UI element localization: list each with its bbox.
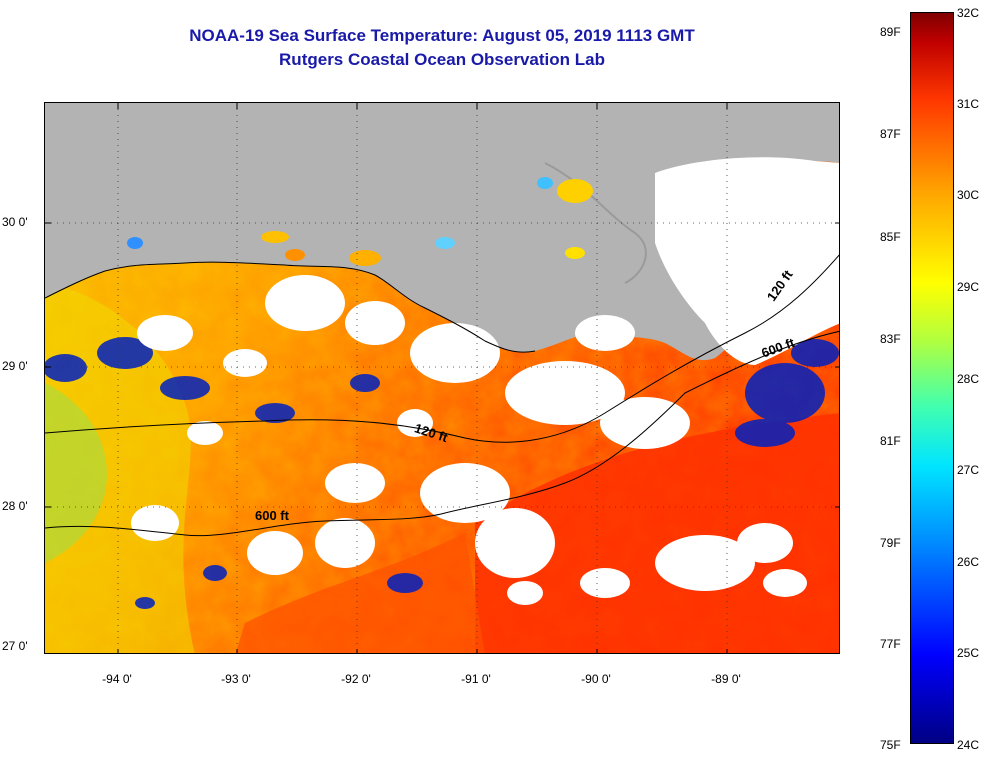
lon-label-90: -90 0': [581, 672, 611, 686]
map-title: NOAA-19 Sea Surface Temperature: August …: [189, 26, 695, 45]
colorbar-f-79: 79F: [880, 536, 901, 550]
axis-ticks: [45, 103, 839, 653]
cool-water-patch: [45, 383, 107, 563]
temperature-colorbar: [910, 12, 954, 744]
colorbar-c-24: 24C: [957, 738, 980, 752]
lat-label-28: 28 0': [2, 499, 28, 513]
map-subtitle: Rutgers Coastal Ocean Observation Lab: [279, 50, 605, 69]
lon-label-92: -92 0': [341, 672, 371, 686]
colorbar-c-30: 30C: [957, 188, 980, 202]
contour-label-600ft-west: 600 ft: [255, 508, 289, 523]
lat-label-29: 29 0': [2, 359, 28, 373]
coastline: [45, 261, 536, 353]
colorbar-c-28: 28C: [957, 372, 980, 386]
graticule: [45, 103, 839, 653]
colorbar-f-83: 83F: [880, 332, 901, 346]
depth-contours: [45, 254, 839, 537]
colorbar-c-32: 32C: [957, 6, 980, 20]
land-mass: [45, 103, 839, 361]
colorbar-f-77: 77F: [880, 637, 901, 651]
colorbar-f-75: 75F: [880, 738, 901, 752]
lon-label-94: -94 0': [102, 672, 132, 686]
cool-water-spots: [45, 337, 839, 609]
colorbar-c-27: 27C: [957, 463, 980, 477]
lon-label-93: -93 0': [221, 672, 251, 686]
colorbar-c-29: 29C: [957, 280, 980, 294]
colorbar-f-85: 85F: [880, 230, 901, 244]
colorbar-f-87: 87F: [880, 127, 901, 141]
colorbar-f-89: 89F: [880, 25, 901, 39]
lon-label-89: -89 0': [711, 672, 741, 686]
colorbar-c-31: 31C: [957, 97, 980, 111]
lon-label-91: -91 0': [461, 672, 491, 686]
sst-map-canvas: [45, 103, 839, 653]
lat-label-27: 27 0': [2, 639, 28, 653]
colorbar-c-26: 26C: [957, 555, 980, 569]
coastal-sst-patches: [127, 177, 593, 266]
warm-water-region: [475, 413, 839, 653]
colorbar-f-81: 81F: [880, 434, 901, 448]
sst-map: [44, 102, 840, 654]
lat-label-30: 30 0': [2, 215, 28, 229]
colorbar-c-25: 25C: [957, 646, 980, 660]
